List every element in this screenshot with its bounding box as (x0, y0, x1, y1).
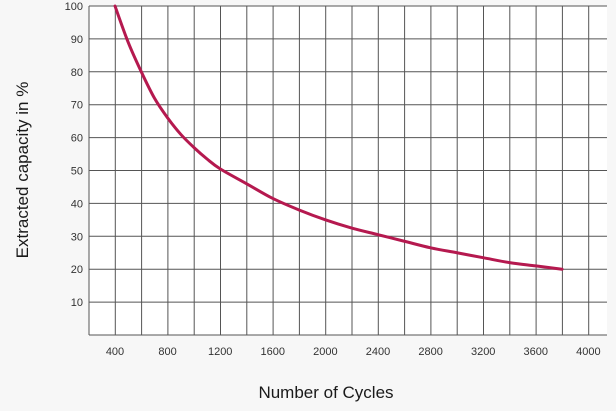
x-tick-label: 4000 (576, 346, 600, 358)
x-tick-label: 2000 (313, 346, 337, 358)
y-tick-label: 70 (71, 100, 83, 112)
y-tick-label: 60 (71, 133, 83, 145)
y-tick-label: 20 (71, 264, 83, 276)
x-tick-label: 800 (158, 346, 176, 358)
series (113, 4, 564, 271)
x-tick-label: 1200 (208, 346, 232, 358)
tick-labels: 400 800 1200 1600 2000 2400 2800 3200 3600 4000 10… (65, 1, 601, 358)
y-axis-title: Extracted capacity in % (13, 82, 32, 259)
y-tick-label: 50 (71, 166, 83, 178)
grid (88, 5, 607, 336)
y-tick-label: 100 (65, 1, 83, 13)
y-tick-label: 30 (71, 231, 83, 243)
x-tick-label: 1600 (261, 346, 285, 358)
x-tick-label: 3200 (471, 346, 495, 358)
x-tick-label: 2400 (366, 346, 390, 358)
y-tick-label: 10 (71, 297, 83, 309)
x-tick-label: 2800 (418, 346, 442, 358)
y-tick-label: 90 (71, 34, 83, 46)
x-axis-title: Number of Cycles (258, 383, 393, 402)
y-tick-label: 40 (71, 198, 83, 210)
x-tick-label: 400 (106, 346, 124, 358)
series-line (113, 4, 564, 271)
y-tick-label: 80 (71, 67, 83, 79)
x-tick-label: 3600 (524, 346, 548, 358)
